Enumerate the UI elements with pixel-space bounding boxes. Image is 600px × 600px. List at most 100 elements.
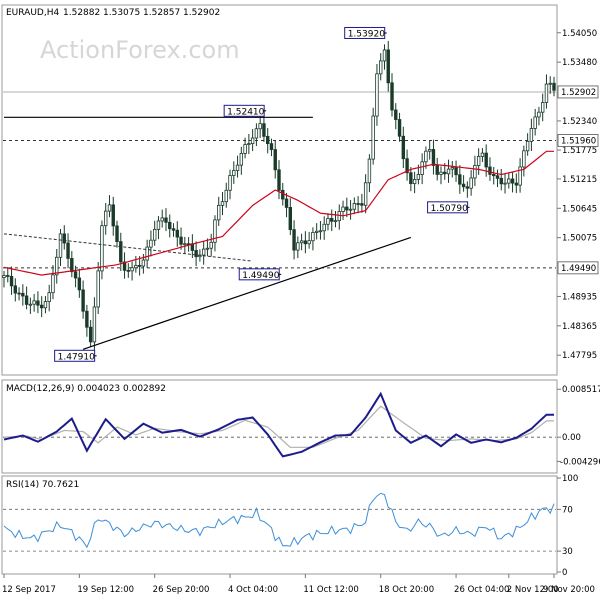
price-panel-frame [1,4,558,376]
current-price-marker-label: 1.52902 [561,88,596,98]
price-callout-label: 1.53920 [348,29,385,39]
candle-body [24,295,29,305]
level-marker-box [557,261,599,275]
price-callout-label: 1.50790 [431,204,468,214]
price-callout: 1.49490 [238,268,282,281]
price-axis-label: 1.47795 [562,351,597,361]
candle-body [134,264,138,269]
candle-body [130,267,134,272]
candle-body [360,203,364,206]
close-value: 1.52902 [183,8,220,18]
price-callout-label: 1.47910 [58,352,95,362]
candle-body [314,230,319,233]
candle-body [104,210,108,227]
candle-body [145,246,149,261]
price-overlays: 1.53920 1.52410 1.49490 1.50790 1.47910 [3,26,554,362]
candle-body [379,60,383,75]
candle-body [326,218,330,225]
time-x-axis: 12 Sep 2017 19 Sep 12:00 26 Sep 20:00 4 Oct… [2,574,595,595]
candle-body [194,250,198,258]
candle-body [299,240,304,244]
price-callout-box [223,104,265,117]
candle-body [73,271,78,279]
candle-body [205,247,210,250]
candle-body [525,140,530,152]
candle-body [390,82,394,111]
candle-body [239,152,244,166]
price-axis-label: 1.53480 [562,58,597,68]
level-marker-box [557,134,599,147]
candle-body [92,306,97,343]
candle-body [43,301,48,309]
candle-body [394,109,398,120]
candle-body [330,218,334,222]
candle-body [507,178,511,184]
candle-body [345,206,349,211]
candle-body [284,198,289,208]
candle-body [243,144,247,154]
rising-trendline [82,236,412,350]
candle-body [397,119,402,137]
candle-body [81,289,85,312]
candle-body [450,167,454,170]
candle-body [484,152,488,168]
candle-body [431,149,436,166]
candle-body [367,158,372,184]
candle-body [250,137,255,144]
candle-body [126,269,131,272]
x-axis-label: 9 Nov 20:00 [543,585,595,595]
candle-body [495,175,500,179]
candle-body [492,173,496,177]
candle-body [201,248,206,256]
candle-body [224,189,228,203]
candle-body [36,300,40,306]
x-axis-label: 26 Oct 04:00 [454,585,509,595]
candle-body [164,217,168,223]
candle-body [386,49,390,84]
candle-body [28,303,33,306]
price-axis-label: 1.51215 [562,175,597,185]
candle-body [149,239,153,248]
rsi-y-axis: 100 70 30 0 [557,474,578,578]
x-axis-label: 19 Sep 12:00 [77,585,134,595]
candle-body [220,201,225,206]
candle-body [179,236,183,245]
macd-axis-label: 0.00 [562,433,581,443]
candle-body [322,223,326,232]
rsi-axis-label: 100 [562,474,578,484]
candle-body [307,240,311,245]
candle-body [209,241,213,249]
candle-body [137,264,142,267]
candle-body [296,242,300,251]
candle-body [405,158,409,174]
candle-body [232,170,236,176]
dashed-trendline [3,233,253,262]
level-marker-label: 1.49490 [561,264,596,274]
candle-body [88,326,93,343]
candle-body [168,221,172,230]
candle-body [480,152,485,157]
candle-body [446,168,451,175]
candle-body [62,233,66,244]
candle-body [13,285,18,294]
price-axis-label: 1.52340 [562,117,597,127]
candle-body [473,165,477,179]
high-value: 1.53075 [103,8,140,18]
candle-body [9,275,14,287]
candle-body [548,82,552,85]
candle-body [152,229,157,241]
candle-body [171,228,176,231]
macd-axis-label: 0.008517 [562,385,600,395]
candle-body [77,277,82,291]
price-y-axis: 1.54050 1.53480 1.52340 1.51775 1.51215 1.506… [557,29,599,361]
x-axis-label: 18 Oct 20:00 [379,585,434,595]
candle-body [51,274,55,294]
price-callout: 1.47910 [54,349,97,362]
candle-body [401,135,406,160]
candle-body [443,171,447,175]
candle-body [85,310,89,328]
candle-body [533,116,537,129]
candle-body [17,292,21,295]
